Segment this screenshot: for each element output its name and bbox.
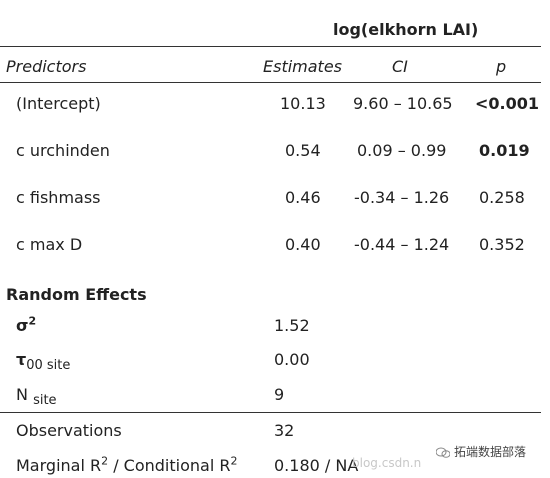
- r2-conditional-text: / Conditional R: [108, 456, 231, 475]
- r-squared-value: 0.180 / NA: [274, 456, 359, 475]
- estimate-value: 10.13: [280, 94, 326, 113]
- n-groups-label: N site: [16, 385, 57, 407]
- ci-value: -0.34 – 1.26: [354, 188, 450, 207]
- header-top-rule: [0, 46, 541, 47]
- predictor-name: (Intercept): [16, 94, 101, 113]
- estimate-value: 0.40: [285, 235, 321, 254]
- sigma-superscript: 2: [28, 314, 37, 328]
- watermark-brand: 拓端数据部落: [454, 445, 527, 459]
- p-value: 0.258: [479, 188, 525, 207]
- column-estimates: Estimates: [263, 57, 343, 76]
- watermark-url: blog.csdn.n: [352, 456, 422, 470]
- predictor-name: c urchinden: [16, 141, 110, 160]
- r2-marginal-text: Marginal R: [16, 456, 102, 475]
- estimate-value: 0.46: [285, 188, 321, 207]
- observations-label: Observations: [16, 421, 122, 440]
- column-p: p: [496, 57, 507, 76]
- tau-value: 0.00: [274, 350, 310, 369]
- estimate-value: 0.54: [285, 141, 321, 160]
- ci-value: -0.44 – 1.24: [354, 235, 450, 254]
- n-groups-value: 9: [274, 385, 285, 404]
- predictor-name: c max D: [16, 235, 83, 254]
- p-value: <0.001: [475, 94, 540, 113]
- watermark-logo-icon: [435, 444, 451, 458]
- sigma-squared-label: σ2: [16, 316, 36, 335]
- n-symbol: N: [16, 385, 28, 404]
- sigma-symbol: σ: [16, 316, 29, 335]
- dependent-variable-header: log(elkhorn LAI): [333, 20, 479, 39]
- column-predictors: Predictors: [6, 57, 87, 76]
- p-value: 0.352: [479, 235, 525, 254]
- r-squared-label: Marginal R2 / Conditional R2: [16, 456, 237, 475]
- p-value: 0.019: [479, 141, 530, 160]
- n-subscript: site: [33, 393, 57, 409]
- tau-label: τ00 site: [16, 350, 70, 372]
- tau-subscript: 00 site: [26, 358, 71, 374]
- random-effects-title: Random Effects: [6, 285, 147, 304]
- ci-value: 9.60 – 10.65: [353, 94, 453, 113]
- ci-value: 0.09 – 0.99: [357, 141, 447, 160]
- r2-marginal-sup: 2: [101, 454, 109, 468]
- column-ci: CI: [392, 57, 408, 76]
- tau-symbol: τ: [16, 350, 27, 369]
- column-header-rule: [0, 82, 541, 83]
- r2-conditional-sup: 2: [230, 454, 238, 468]
- observations-value: 32: [274, 421, 295, 440]
- predictor-name: c fishmass: [16, 188, 101, 207]
- sigma-squared-value: 1.52: [274, 316, 310, 335]
- fit-section-rule: [0, 412, 541, 413]
